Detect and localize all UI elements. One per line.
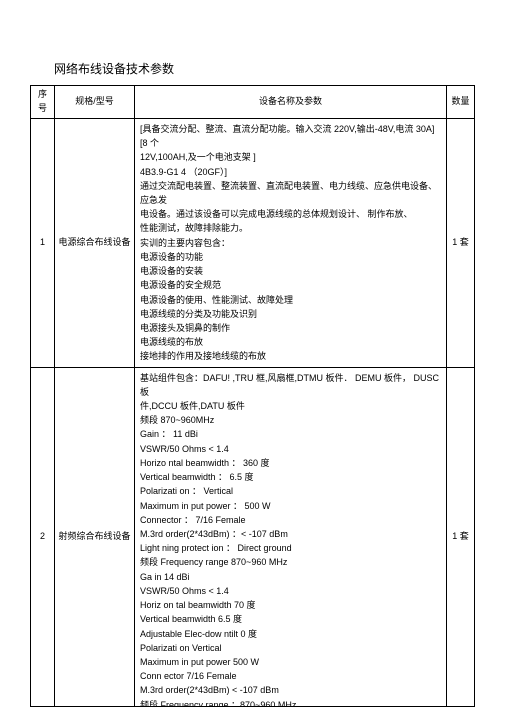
param-line: Connector ： 7/16 Female — [140, 513, 441, 527]
param-line: 电源线缆的分类及功能及识别 — [140, 307, 441, 321]
cell-spec: 射频综合布线设备 — [55, 367, 135, 706]
param-line: 电源设备的安装 — [140, 264, 441, 278]
cell-spec: 电源综合布线设备 — [55, 118, 135, 367]
param-line: 4B3.9-G1 4 （20GF）] — [140, 165, 441, 179]
param-line: Light ning protect ion ： Direct ground — [140, 541, 441, 555]
param-line: [具备交流分配、整流、直流分配功能。输入交流 220V,输出-48V,电流 30… — [140, 122, 441, 150]
param-line: 频段 Frequency range 870~960 MHz — [140, 555, 441, 569]
param-line: 频段 Frequency range ：870~960 MHz — [140, 698, 441, 706]
cell-seq: 1 — [31, 118, 55, 367]
cell-qty: 1 套 — [447, 118, 475, 367]
param-line: 通过交流配电装置、整流装置、直流配电装置、电力线缆、应急供电设备、 应急发 — [140, 179, 441, 207]
cell-params: 基站组件包含：DAFU! ,TRU 框,风扇框,DTMU 板件． DEMU 板件… — [135, 367, 447, 706]
param-line: 频段 870~960MHz — [140, 413, 441, 427]
param-line: VSWR/50 Ohms < 1.4 — [140, 584, 441, 598]
param-line: Conn ector 7/16 Female — [140, 669, 441, 683]
param-line: M.3rd order(2*43dBm) < -107 dBm — [140, 683, 441, 697]
param-line: 12V,100AH,及一个电池支架 ] — [140, 150, 441, 164]
header-params: 设备名称及参数 — [135, 86, 447, 119]
param-line: Polarizati on Vertical — [140, 641, 441, 655]
param-line: VSWR/50 Ohms < 1.4 — [140, 442, 441, 456]
param-line: Maximum in put power 500 W — [140, 655, 441, 669]
param-line: 电源线缆的布放 — [140, 335, 441, 349]
param-line: Vertical beamwidth ： 6.5 度 — [140, 470, 441, 484]
header-spec: 规格/型号 — [55, 86, 135, 119]
param-line: Gain ： 11 dBi — [140, 427, 441, 441]
param-line: Polarizati on ： Vertical — [140, 484, 441, 498]
param-line: 电设备。通过该设备可以完成电源线缆的总体规划设计、 制作布放、 — [140, 207, 441, 221]
param-line: Adjustable Elec-dow ntilt 0 度 — [140, 627, 441, 641]
page-title: 网络布线设备技术参数 — [54, 60, 475, 77]
param-line: 件,DCCU 板件,DATU 板件 — [140, 399, 441, 413]
header-seq: 序号 — [31, 86, 55, 119]
spec-table: 序号 规格/型号 设备名称及参数 数量 1 电源综合布线设备 [具备交流分配、整… — [30, 85, 475, 707]
param-line: 基站组件包含：DAFU! ,TRU 框,风扇框,DTMU 板件． DEMU 板件… — [140, 371, 441, 399]
param-line: 电源设备的安全规范 — [140, 278, 441, 292]
param-line: Maximum in put power ： 500 W — [140, 499, 441, 513]
table-row: 2 射频综合布线设备 基站组件包含：DAFU! ,TRU 框,风扇框,DTMU … — [31, 367, 475, 706]
param-line: 实训的主要内容包含： — [140, 236, 441, 250]
table-row: 1 电源综合布线设备 [具备交流分配、整流、直流分配功能。输入交流 220V,输… — [31, 118, 475, 367]
cell-seq: 2 — [31, 367, 55, 706]
param-line: Ga in 14 dBi — [140, 570, 441, 584]
param-line: 电源设备的使用、性能测试、故障处理 — [140, 293, 441, 307]
param-line: M.3rd order(2*43dBm) ：< -107 dBm — [140, 527, 441, 541]
cell-qty: 1 套 — [447, 367, 475, 706]
param-line: 电源接头及铜鼻的制作 — [140, 321, 441, 335]
param-line: 接地排的作用及接地线缆的布放 — [140, 349, 441, 363]
param-line: Horizo ntal beamwidth ： 360 度 — [140, 456, 441, 470]
param-line: Vertical beamwidth 6.5 度 — [140, 612, 441, 626]
param-line: 电源设备的功能 — [140, 250, 441, 264]
cell-params: [具备交流分配、整流、直流分配功能。输入交流 220V,输出-48V,电流 30… — [135, 118, 447, 367]
header-qty: 数量 — [447, 86, 475, 119]
param-line: Horiz on tal beamwidth 70 度 — [140, 598, 441, 612]
param-line: 性能测试，故障排除能力。 — [140, 221, 441, 235]
